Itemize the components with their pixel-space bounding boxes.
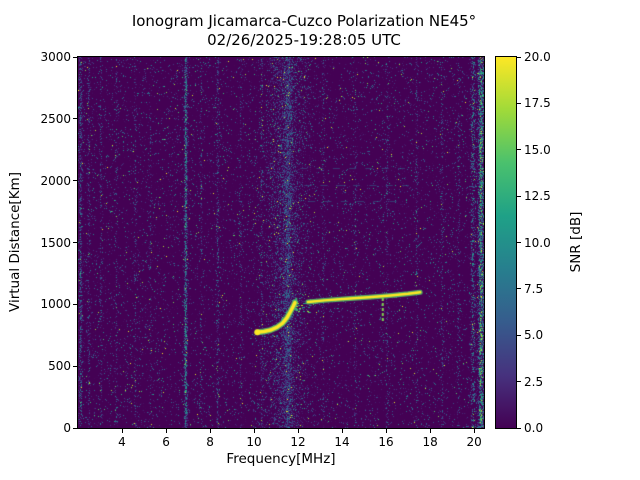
- chart-subtitle-timestamp: 02/26/2025-19:28:05 UTC: [207, 31, 401, 49]
- x-tick-label: 10: [246, 435, 262, 449]
- x-tick-mark: [429, 429, 431, 433]
- colorbar-tick-label: 15.0: [524, 142, 551, 157]
- y-tick-mark: [73, 427, 77, 429]
- x-axis-label: Frequency[MHz]: [226, 451, 336, 467]
- colorbar-tick-label: 2.5: [524, 374, 544, 389]
- colorbar-tick-mark: [517, 334, 521, 336]
- x-tick-label: 18: [422, 435, 438, 449]
- colorbar-tick-label: 17.5: [524, 96, 551, 111]
- x-tick-label: 20: [466, 435, 482, 449]
- colorbar-gradient: [495, 56, 517, 429]
- y-tick-mark: [73, 118, 77, 120]
- y-tick-mark: [73, 56, 77, 58]
- y-tick-mark: [73, 242, 77, 243]
- x-tick-label: 12: [290, 435, 306, 449]
- colorbar-tick-mark: [517, 102, 521, 104]
- colorbar-tick-mark: [517, 288, 521, 290]
- x-tick-label: 4: [118, 435, 126, 449]
- y-tick-mark: [73, 180, 77, 182]
- colorbar-tick-mark: [517, 149, 521, 151]
- y-tick-label: 2500: [40, 111, 71, 126]
- x-tick-mark: [209, 429, 211, 433]
- colorbar-tick-mark: [517, 242, 521, 243]
- x-tick-mark: [297, 429, 299, 433]
- colorbar-tick-label: 0.0: [524, 421, 544, 435]
- colorbar-label: SNR [dB]: [568, 211, 584, 273]
- x-tick-mark: [121, 429, 123, 433]
- y-tick-label: 500: [48, 359, 71, 374]
- colorbar-tick-label: 12.5: [524, 189, 551, 204]
- colorbar-tick-mark: [517, 381, 521, 383]
- y-tick-label: 0: [63, 421, 71, 435]
- x-tick-mark: [253, 429, 255, 433]
- x-tick-mark: [385, 429, 387, 433]
- colorbar-tick-mark: [517, 195, 521, 197]
- y-tick-label: 3000: [40, 50, 71, 64]
- x-tick-mark: [341, 429, 343, 433]
- y-axis-label: Virtual Distance[Km]: [7, 172, 23, 312]
- colorbar-tick-mark: [517, 56, 521, 58]
- colorbar-tick-label: 10.0: [524, 235, 551, 250]
- y-tick-label: 2000: [40, 173, 71, 188]
- x-tick-label: 14: [334, 435, 350, 449]
- x-tick-mark: [473, 429, 475, 433]
- y-tick-mark: [73, 303, 77, 305]
- colorbar-tick-label: 5.0: [524, 328, 544, 343]
- ionogram-heatmap-canvas: [78, 57, 484, 428]
- y-tick-mark: [73, 365, 77, 367]
- x-tick-mark: [165, 429, 167, 433]
- chart-title: Ionogram Jicamarca-Cuzco Polarization NE…: [131, 12, 477, 30]
- x-tick-label: 16: [378, 435, 394, 449]
- colorbar-tick-label: 7.5: [524, 281, 544, 296]
- colorbar-tick-label: 20.0: [524, 50, 551, 64]
- colorbar-tick-mark: [517, 427, 521, 429]
- y-tick-label: 1000: [40, 297, 71, 312]
- x-tick-label: 8: [206, 435, 214, 449]
- x-tick-label: 6: [162, 435, 170, 449]
- y-tick-label: 1500: [40, 235, 71, 250]
